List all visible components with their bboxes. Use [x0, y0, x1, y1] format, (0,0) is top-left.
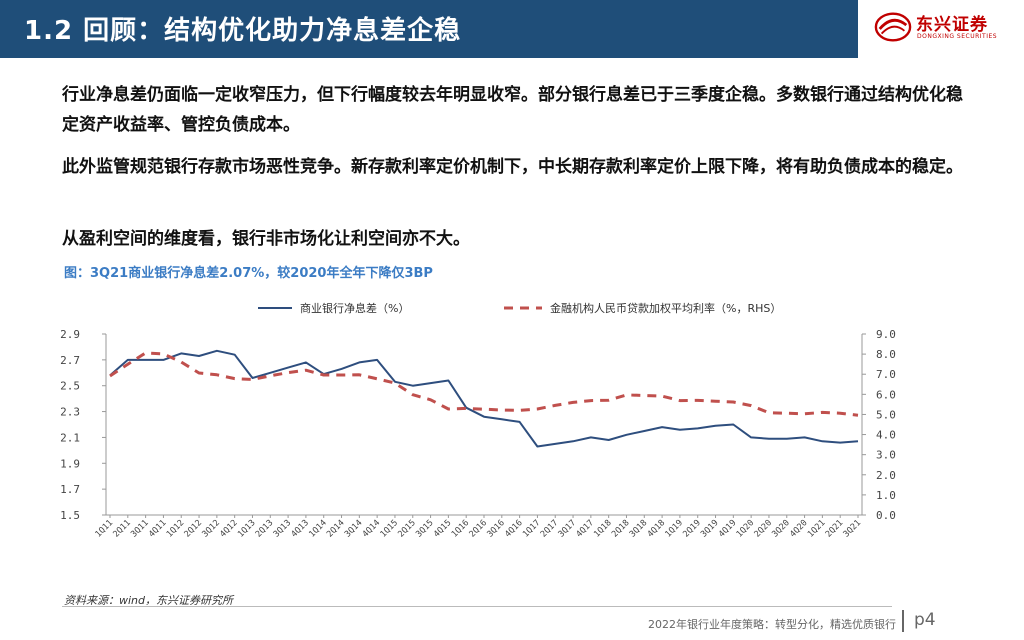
x-tick-label: 1Q11: [94, 518, 116, 540]
figure-source: 资料来源：wind，东兴证券研究所: [64, 594, 234, 607]
x-tick-label: 4Q16: [503, 518, 525, 540]
y-right-tick-label: 6.0: [876, 388, 896, 401]
x-tick-label: 2Q17: [539, 518, 561, 540]
x-tick-label: 1Q15: [379, 518, 401, 540]
x-tick-label: 2Q16: [468, 518, 490, 540]
y-right-tick-label: 4.0: [876, 429, 896, 442]
y-right-tick-label: 2.0: [876, 469, 896, 482]
x-tick-label: 1Q18: [592, 518, 614, 540]
series-line-loan-rate: [109, 351, 859, 417]
y-left-tick-label: 1.9: [60, 457, 80, 470]
figure-caption: 图：3Q21商业银行净息差2.07%，较2020年全年下降仅3BP: [64, 266, 433, 281]
x-tick-label: 2Q18: [610, 518, 632, 540]
footer-title: 2022年银行业年度策略：转型分化，精选优质银行: [648, 618, 896, 631]
chart-axes: 1.5 1.7 1.9 2.1 2.3 2.5 2.7 2.9 0.0 1.0 2.0 3.0 4.0 5…: [60, 328, 896, 540]
x-tick-label: 1Q12: [165, 518, 187, 540]
x-tick-label: 4Q11: [147, 518, 169, 540]
y-right-tick-label: 5.0: [876, 408, 896, 421]
y-right-tick-label: 0.0: [876, 509, 896, 522]
x-tick-label: 3Q18: [628, 518, 650, 540]
body-paragraph-1: 行业净息差仍面临一定收窄压力，但下行幅度较去年明显收窄。部分银行息差已于三季度企…: [62, 85, 963, 135]
x-tick-label: 1Q21: [806, 518, 828, 540]
page-title: 1.2 回顾：结构优化助力净息差企稳: [24, 16, 462, 46]
y-left-tick-label: 2.7: [60, 354, 80, 367]
x-tick-label: 1Q19: [663, 518, 685, 540]
x-tick-label: 2Q11: [111, 518, 133, 540]
x-tick-label: 2Q20: [753, 518, 775, 540]
x-tick-label: 3Q15: [414, 518, 436, 540]
footer-divider: [62, 606, 892, 607]
y-left-tick-label: 2.3: [60, 406, 80, 419]
x-tick-label: 3Q11: [129, 518, 151, 540]
x-tick-label: 2Q21: [824, 518, 846, 540]
line-chart: 商业银行净息差（%） 金融机构人民币贷款加权平均利率（%，RHS） 1.51.71…: [60, 301, 896, 540]
x-tick-label: 1Q20: [735, 518, 757, 540]
x-tick-label: 4Q19: [717, 518, 739, 540]
company-logo: 东兴证券 DONGXING SECURITIES: [874, 6, 1014, 50]
x-tick-label: 3Q13: [272, 518, 294, 540]
y-right-tick-label: 3.0: [876, 449, 896, 462]
x-tick-label: 4Q17: [574, 518, 596, 540]
x-tick-label: 2Q14: [325, 518, 347, 540]
y-right-tick-label: 9.0: [876, 328, 896, 341]
x-tick-label: 1Q17: [521, 518, 543, 540]
header-bar: 1.2 回顾：结构优化助力净息差企稳: [0, 0, 858, 58]
x-tick-label: 2Q19: [681, 518, 703, 540]
x-tick-label: 2Q15: [396, 518, 418, 540]
series-line-nim: [109, 349, 859, 448]
x-tick-label: 4Q12: [218, 518, 240, 540]
x-tick-label: 1Q16: [450, 518, 472, 540]
y-right-tick-label: 1.0: [876, 489, 896, 502]
x-tick-label: 4Q14: [361, 518, 383, 540]
y-left-tick-label: 1.7: [60, 483, 80, 496]
x-tick-label: 3Q20: [770, 518, 792, 540]
body-paragraph-2: 此外监管规范银行存款市场恶性竞争。新存款利率定价机制下，中长期存款利率定价上限下…: [62, 157, 963, 177]
y-left-tick-label: 2.5: [60, 380, 80, 393]
x-tick-label: 4Q18: [646, 518, 668, 540]
y-left-tick-label: 2.1: [60, 431, 80, 444]
x-tick-label: 3Q19: [699, 518, 721, 540]
x-tick-label: 4Q15: [432, 518, 454, 540]
x-tick-label: 3Q21: [842, 518, 864, 540]
body-paragraph-3: 从盈利空间的维度看，银行非市场化让利空间亦不大。: [62, 229, 470, 249]
y-right-tick-label: 7.0: [876, 368, 896, 381]
legend-label: 商业银行净息差（%）: [300, 301, 409, 315]
x-tick-label: 3Q16: [485, 518, 507, 540]
x-tick-label: 2Q13: [254, 518, 276, 540]
x-tick-label: 1Q13: [236, 518, 258, 540]
y-left-tick-label: 2.9: [60, 328, 80, 341]
page-number: p4: [914, 610, 936, 630]
x-tick-label: 4Q20: [788, 518, 810, 540]
x-tick-label: 3Q17: [557, 518, 579, 540]
legend-label: 金融机构人民币贷款加权平均利率（%，RHS）: [550, 301, 781, 315]
x-tick-label: 2Q12: [183, 518, 205, 540]
logo-name-en: DONGXING SECURITIES: [917, 33, 998, 40]
x-tick-label: 3Q12: [200, 518, 222, 540]
x-tick-label: 4Q13: [289, 518, 311, 540]
chart-series: [109, 349, 859, 448]
x-tick-label: 3Q14: [343, 518, 365, 540]
y-right-tick-label: 8.0: [876, 348, 896, 361]
y-left-tick-label: 1.5: [60, 509, 80, 522]
x-tick-label: 1Q14: [307, 518, 329, 540]
footer-separator: [902, 610, 904, 632]
chart-legend: 商业银行净息差（%） 金融机构人民币贷款加权平均利率（%，RHS）: [258, 301, 781, 315]
logo-icon: [874, 12, 912, 42]
logo-name-cn: 东兴证券: [916, 15, 988, 35]
